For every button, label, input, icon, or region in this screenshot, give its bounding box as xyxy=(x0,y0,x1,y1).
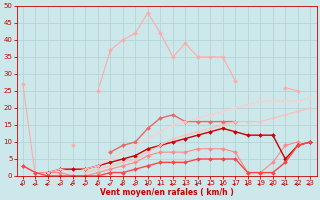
X-axis label: Vent moyen/en rafales ( km/h ): Vent moyen/en rafales ( km/h ) xyxy=(100,188,234,197)
